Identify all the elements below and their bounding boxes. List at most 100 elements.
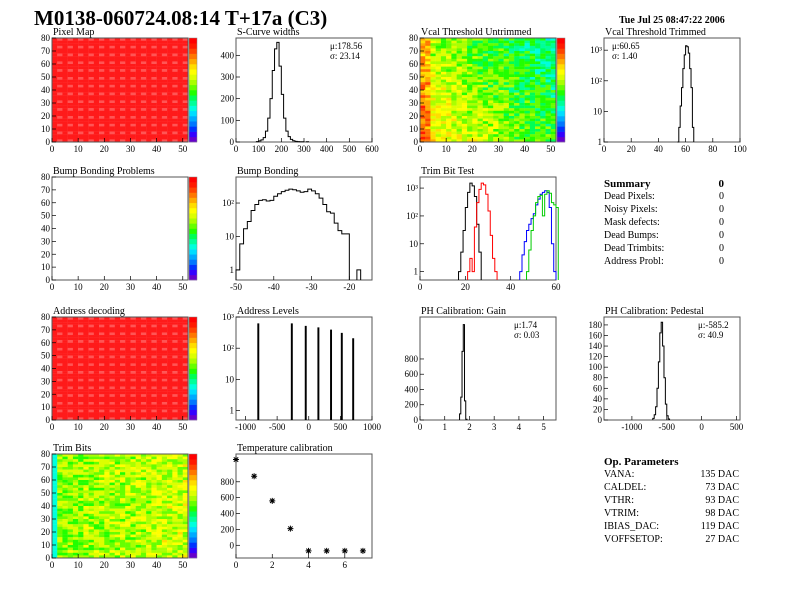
heatmap-cell xyxy=(529,82,536,85)
heatmap-cell xyxy=(62,347,68,351)
heatmap-cell xyxy=(503,103,510,106)
heatmap-cell xyxy=(120,394,126,398)
heatmap-cell xyxy=(167,56,173,59)
heatmap-cell xyxy=(177,113,183,117)
heatmap-cell xyxy=(493,43,499,46)
heatmap-cell xyxy=(93,526,100,530)
heatmap-cell xyxy=(99,490,105,494)
heatmap-cell xyxy=(135,324,142,328)
colorbar-step xyxy=(189,368,197,374)
heatmap-cell xyxy=(114,391,121,395)
heatmap-cell xyxy=(57,45,63,49)
heatmap-cell xyxy=(67,337,74,341)
heatmap-cell xyxy=(172,322,178,325)
y-tick-label: 50 xyxy=(41,351,51,361)
heatmap-cell xyxy=(440,43,447,46)
heatmap-cell xyxy=(114,524,121,527)
heatmap-cell xyxy=(140,487,147,491)
heatmap-cell xyxy=(177,139,183,143)
heatmap-cell xyxy=(540,126,546,130)
heatmap-cell xyxy=(135,116,142,119)
heatmap-cell xyxy=(72,396,79,400)
heatmap-cell xyxy=(57,401,63,405)
y-tick-label: 1 xyxy=(230,265,235,275)
heatmap-cell xyxy=(125,498,131,501)
heatmap-cell xyxy=(182,350,189,354)
heatmap-cell xyxy=(130,506,136,509)
heatmap-cell xyxy=(78,547,84,551)
heatmap-cell xyxy=(57,500,63,504)
y-tick-label: 1 xyxy=(414,267,419,277)
heatmap-cell xyxy=(62,508,68,512)
heatmap-cell xyxy=(545,110,551,114)
heatmap-cell xyxy=(130,53,136,57)
heatmap-cell xyxy=(167,467,173,470)
heatmap-cell xyxy=(420,66,426,70)
heatmap-cell xyxy=(67,74,74,78)
heatmap-cell xyxy=(62,474,68,478)
heatmap-cell xyxy=(62,381,68,385)
heatmap-cell xyxy=(52,58,58,62)
y-tick-label: 40 xyxy=(41,85,51,95)
x-tick-label: 50 xyxy=(178,560,188,570)
heatmap-cell xyxy=(114,350,121,354)
heatmap-cell xyxy=(425,48,431,52)
heatmap-cell xyxy=(140,87,147,91)
heatmap-cell xyxy=(545,113,551,117)
heatmap-cell xyxy=(172,329,178,333)
heatmap-cell xyxy=(161,529,168,533)
heatmap-cell xyxy=(72,464,79,468)
heatmap-cell xyxy=(493,136,499,140)
heatmap-cell xyxy=(72,79,79,83)
heatmap-cell xyxy=(182,508,189,512)
heatmap-cell xyxy=(130,537,136,540)
heatmap-cell xyxy=(104,552,110,556)
heatmap-cell xyxy=(57,467,63,470)
heatmap-cell xyxy=(57,414,63,418)
heatmap-cell xyxy=(88,474,95,478)
heatmap-cell xyxy=(57,474,63,478)
heatmap-cell xyxy=(109,335,115,338)
heatmap-cell xyxy=(177,95,183,98)
heatmap-cell xyxy=(498,131,504,135)
heatmap-cell xyxy=(540,51,546,54)
heatmap-cell xyxy=(57,389,63,392)
heatmap-cell xyxy=(503,51,510,54)
heatmap-cell xyxy=(488,136,494,140)
heatmap-cell xyxy=(167,495,173,499)
y-tick-label: 10 xyxy=(225,231,235,241)
summary-title: Summary xyxy=(604,178,651,190)
summary-label: Address Probl: xyxy=(604,256,664,267)
heatmap-cell xyxy=(83,324,89,328)
heatmap-cell xyxy=(83,113,89,117)
heatmap-cell xyxy=(72,532,79,535)
heatmap-cell xyxy=(146,74,152,78)
heatmap-cell xyxy=(52,363,58,367)
heatmap-cell xyxy=(182,105,189,109)
heatmap-cell xyxy=(140,401,147,405)
heatmap-cell xyxy=(535,126,541,130)
heatmap-cell xyxy=(88,347,95,351)
heatmap-cell xyxy=(524,40,531,44)
heatmap-cell xyxy=(114,110,121,114)
histogram-series-1 xyxy=(467,182,498,280)
heatmap-cell xyxy=(83,79,89,83)
heatmap-cell xyxy=(135,40,142,44)
heatmap-cell xyxy=(167,358,173,361)
heatmap-cell xyxy=(140,381,147,385)
heatmap-cell xyxy=(467,82,473,85)
heatmap-cell xyxy=(167,319,173,323)
heatmap-cell xyxy=(88,329,95,333)
heatmap-cell xyxy=(545,61,551,65)
colorbar-step xyxy=(189,485,197,491)
heatmap-cell xyxy=(88,391,95,395)
heatmap-cell xyxy=(550,131,557,135)
heatmap-cell xyxy=(135,498,142,501)
heatmap-cell xyxy=(99,371,105,374)
heatmap-cell xyxy=(503,97,510,101)
heatmap-cell xyxy=(78,495,84,499)
y-tick-label: 10 xyxy=(409,124,419,134)
heatmap-cell xyxy=(120,503,126,507)
heatmap-cell xyxy=(182,56,189,59)
